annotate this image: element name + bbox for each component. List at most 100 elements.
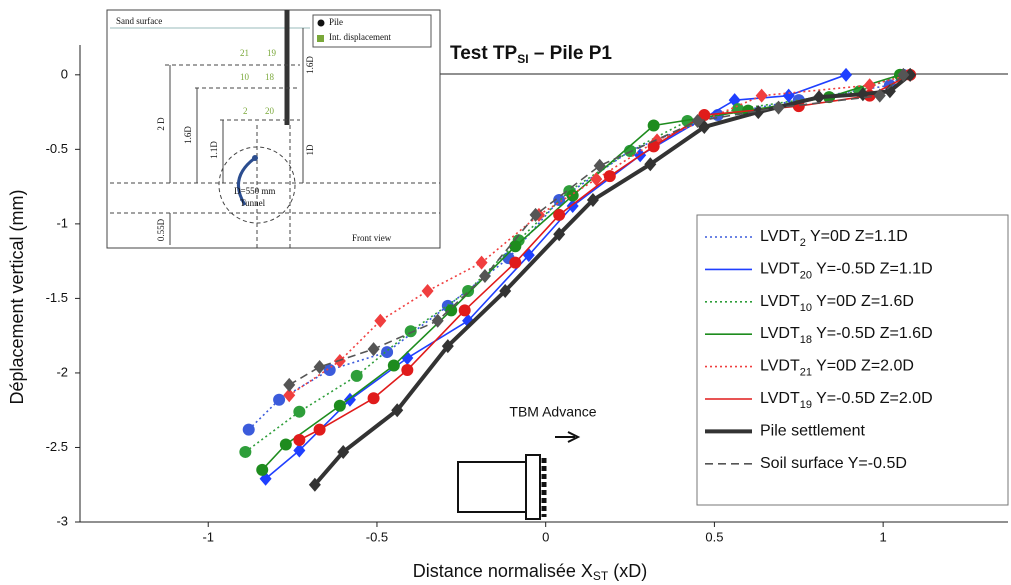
data-marker: [283, 388, 296, 403]
dim-label: 1.6D: [183, 126, 193, 144]
legend-text: LVDT: [760, 358, 800, 375]
legend-text: LVDT: [760, 325, 800, 342]
title-sub: SI: [517, 52, 528, 66]
x-axis-label: Distance normalisée XST (xD): [413, 561, 647, 583]
inset-guides: [110, 64, 440, 248]
sensor-label: 19: [267, 48, 277, 58]
legend-sub: 19: [800, 399, 812, 411]
data-marker: [458, 304, 471, 317]
view-label: Front view: [352, 233, 392, 243]
dim-label: 0.55D: [156, 218, 166, 241]
legend-label: LVDT2 Y=0D Z=1.1D: [760, 228, 908, 249]
x-tick-label: -1: [202, 529, 214, 544]
dim-label: 1.1D: [209, 141, 219, 159]
data-marker: [421, 283, 434, 298]
data-marker: [644, 157, 657, 172]
data-marker: [350, 369, 363, 382]
tbm-arrow-head: [567, 431, 581, 443]
legend-text: Y=-0.5D Z=2.0D: [812, 390, 933, 407]
data-marker: [883, 84, 896, 99]
legend-label: Pile settlement: [760, 423, 865, 440]
data-marker: [509, 256, 522, 269]
data-marker: [691, 114, 704, 129]
inset-legend: [312, 14, 432, 48]
sensor-label: 20: [265, 106, 275, 116]
data-marker: [323, 363, 336, 376]
inset-frame: [106, 9, 441, 249]
data-marker: [529, 207, 542, 222]
data-marker: [478, 269, 491, 284]
dim-label: 1.6D: [305, 56, 315, 74]
y-tick-label: -1: [56, 215, 68, 230]
data-marker: [755, 88, 768, 103]
data-marker: [698, 109, 711, 122]
tbm-body: [457, 461, 527, 513]
data-marker: [499, 283, 512, 298]
data-marker: [313, 359, 326, 374]
legend-text: Pile settlement: [760, 423, 865, 440]
data-marker: [647, 140, 660, 153]
y-axis-label: Déplacement vertical (mm): [7, 189, 27, 404]
data-marker: [553, 208, 566, 221]
tunnel-label: Tunnel: [240, 198, 266, 208]
disp-symbol: [317, 35, 324, 42]
inset-legend-text: Int. displacement: [329, 32, 391, 42]
data-marker: [367, 342, 380, 357]
data-marker: [283, 377, 296, 392]
legend-text: Y=0D Z=1.6D: [812, 293, 914, 310]
sand-label: Sand surface: [116, 16, 162, 26]
legend-text: Y=0D Z=2.0D: [812, 358, 914, 375]
legend-text: LVDT: [760, 293, 800, 310]
tbm-shield: [525, 454, 541, 520]
sensor-label: 2: [243, 106, 248, 116]
data-marker: [242, 423, 255, 436]
x-tick-label: 0: [542, 529, 549, 544]
inset-diagram: Sand surface Pile Int. displacement 21 1…: [106, 9, 441, 249]
data-marker: [273, 393, 286, 406]
inset-legend-text: Pile: [329, 17, 343, 27]
legend-sub: 2: [800, 237, 806, 249]
legend-sub: 20: [800, 269, 812, 281]
legend-sub: 21: [800, 367, 812, 379]
legend-sub: 10: [800, 302, 812, 314]
y-tick-label: -2: [56, 364, 68, 379]
legend-label: LVDT21 Y=0D Z=2.0D: [760, 358, 914, 379]
series-line: [313, 73, 912, 487]
data-marker: [863, 78, 876, 93]
data-marker: [404, 325, 417, 338]
dim-label: 2 D: [156, 117, 166, 131]
x-tick-label: -0.5: [366, 529, 388, 544]
data-marker: [897, 67, 910, 82]
x-label-text: Distance normalisée X: [413, 561, 593, 581]
data-marker: [256, 463, 269, 476]
data-marker: [441, 339, 454, 354]
legend-label: Soil surface Y=-0.5D: [760, 455, 907, 472]
data-marker: [590, 172, 603, 187]
data-marker: [279, 438, 292, 451]
legend-label: LVDT20 Y=-0.5D Z=1.1D: [760, 261, 933, 282]
data-marker: [813, 90, 826, 105]
data-marker: [553, 194, 566, 207]
data-marker: [840, 67, 853, 82]
pile-symbol: [317, 19, 325, 27]
data-marker: [782, 88, 795, 103]
legend-text: LVDT: [760, 261, 800, 278]
dim-label: 1D: [305, 144, 315, 156]
legend-text: LVDT: [760, 228, 800, 245]
legend-label: LVDT19 Y=-0.5D Z=2.0D: [760, 390, 933, 411]
data-marker: [313, 423, 326, 436]
sensor-label: 18: [265, 72, 275, 82]
data-marker: [239, 445, 252, 458]
sensor-label: 10: [240, 72, 250, 82]
data-marker: [475, 255, 488, 270]
data-marker: [904, 67, 917, 82]
data-marker: [553, 227, 566, 242]
data-marker: [293, 405, 306, 418]
data-marker: [308, 477, 321, 492]
diameter-label: D=550 mm: [234, 186, 275, 196]
tunnel-point: [252, 155, 258, 161]
tunnel-arc: [236, 156, 256, 206]
data-marker: [367, 392, 380, 405]
legend: [696, 214, 1009, 506]
